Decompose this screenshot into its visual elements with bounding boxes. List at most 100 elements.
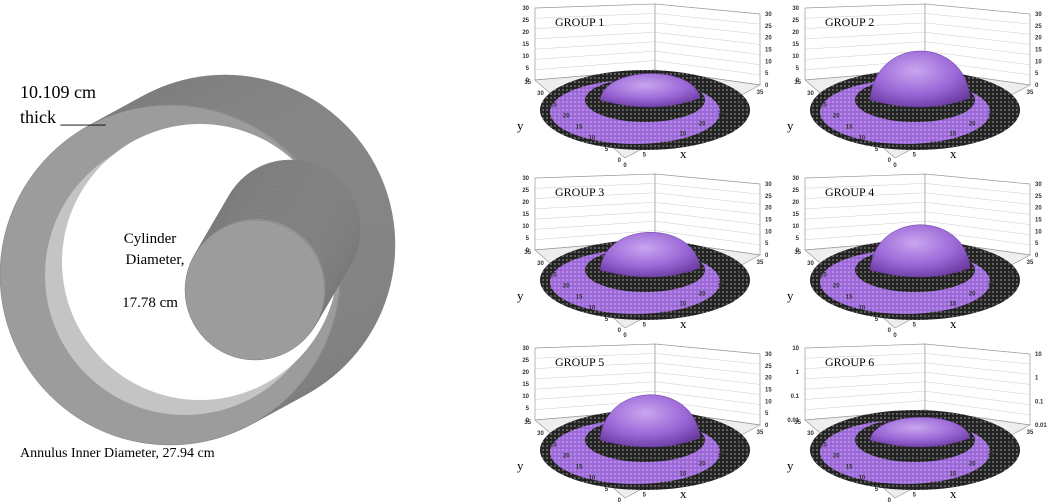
y-tick-label: 15 [576,125,583,131]
z-tick-label: 0 [1035,83,1039,89]
y-tick-label: 15 [846,465,853,471]
panel-title: GROUP 4 [825,185,874,199]
z-tick-label: 15 [765,48,772,54]
surface-panel: GROUP 2051015202530051015202530051015202… [787,4,1042,169]
x-tick-label: 20 [699,291,706,297]
x-tick-label: 10 [930,312,937,318]
z-tick-label: 25 [522,188,529,194]
label: 17.78 cm [122,295,178,311]
y-tick-label: 30 [807,431,814,437]
y-tick-label: 5 [875,317,879,323]
z-tick-label: 20 [765,36,772,42]
x-tick-label: 15 [680,302,687,308]
z-tick-label: 10 [1035,352,1042,358]
z-tick-label: 25 [792,188,799,194]
y-tick-label: 30 [807,91,814,97]
z-tick-label: 20 [765,376,772,382]
y-tick-label: 5 [605,317,609,323]
z-tick-label: 15 [522,382,529,388]
y-tick-label: 0 [888,158,892,164]
surface-panel: GROUP 1051015202530051015202530051015202… [517,4,772,169]
x-tick-label: 10 [930,482,937,488]
z-tick-label: 10 [765,229,772,235]
x-tick-label: 0 [893,333,897,339]
z-tick-label: 5 [765,411,769,417]
z-tick-label: 10 [792,54,799,60]
x-tick-label: 5 [643,323,647,329]
z-tick-label: 15 [765,388,772,394]
label: thick _____ [20,107,106,127]
z-tick-label: 20 [522,30,529,36]
x-tick-label: 20 [699,461,706,467]
z-tick-label: 20 [522,200,529,206]
y-tick-label: 35 [524,250,531,256]
z-tick-label: 10 [1035,229,1042,235]
z-tick-label: 10 [765,399,772,405]
z-tick-label: 5 [796,236,800,242]
z-tick-label: 0 [765,253,769,259]
x-tick-label: 5 [913,153,917,159]
y-axis-label: y [787,118,794,133]
y-tick-label: 10 [859,136,866,142]
z-tick-label: 25 [792,18,799,24]
z-tick-label: 20 [792,30,799,36]
label: Annulus Inner Diameter, 27.94 cm [20,446,215,461]
y-tick-label: 5 [875,147,879,153]
x-tick-label: 15 [950,472,957,478]
z-tick-label: 15 [522,42,529,48]
y-tick-label: 5 [605,487,609,493]
z-tick-label: 10 [792,224,799,230]
x-tick-label: 30 [1007,100,1014,106]
z-tick-label: 15 [1035,218,1042,224]
z-tick-label: 5 [526,406,530,412]
x-tick-label: 35 [757,260,764,266]
x-tick-label: 25 [718,281,725,287]
y-tick-label: 10 [859,306,866,312]
surface-panel: GROUP 4051015202530051015202530051015202… [787,174,1042,339]
z-tick-label: 15 [522,212,529,218]
y-tick-label: 15 [846,125,853,131]
y-tick-label: 5 [605,147,609,153]
x-tick-label: 5 [913,323,917,329]
x-tick-label: 15 [950,302,957,308]
x-axis-label: x [950,316,957,331]
x-tick-label: 5 [643,153,647,159]
x-axis-label: x [950,486,957,501]
x-tick-label: 35 [1027,260,1034,266]
x-tick-label: 10 [930,142,937,148]
x-tick-label: 30 [1007,270,1014,276]
z-tick-label: 5 [765,71,769,77]
z-tick-label: 25 [1035,24,1042,30]
y-axis-label: y [517,118,524,133]
x-tick-label: 10 [660,312,667,318]
x-axis-label: x [950,146,957,161]
z-tick-label: 0 [765,83,769,89]
z-tick-label: 0.01 [1035,423,1047,429]
x-tick-label: 30 [1007,440,1014,446]
panel-title: GROUP 5 [555,355,604,369]
figure: 10.109 cmthick _____CylinderDiameter,17.… [0,0,1050,502]
y-tick-label: 25 [550,442,557,448]
z-tick-label: 15 [792,42,799,48]
y-tick-label: 20 [833,453,840,459]
x-tick-label: 10 [660,482,667,488]
panel-title: GROUP 6 [825,355,874,369]
x-tick-label: 30 [737,100,744,106]
y-tick-label: 25 [550,102,557,108]
y-tick-label: 25 [820,442,827,448]
x-tick-label: 25 [988,451,995,457]
z-tick-label: 10 [1035,59,1042,65]
z-tick-label: 5 [796,66,800,72]
y-tick-label: 15 [576,465,583,471]
z-tick-label: 20 [1035,206,1042,212]
y-tick-label: 30 [537,431,544,437]
z-tick-label: 5 [1035,71,1039,77]
y-tick-label: 30 [537,91,544,97]
z-tick-label: 20 [765,206,772,212]
y-tick-label: 35 [794,80,801,86]
x-tick-label: 20 [969,121,976,127]
y-tick-label: 15 [576,295,583,301]
y-tick-label: 10 [589,136,596,142]
z-tick-label: 25 [765,194,772,200]
y-axis-label: y [517,288,524,303]
